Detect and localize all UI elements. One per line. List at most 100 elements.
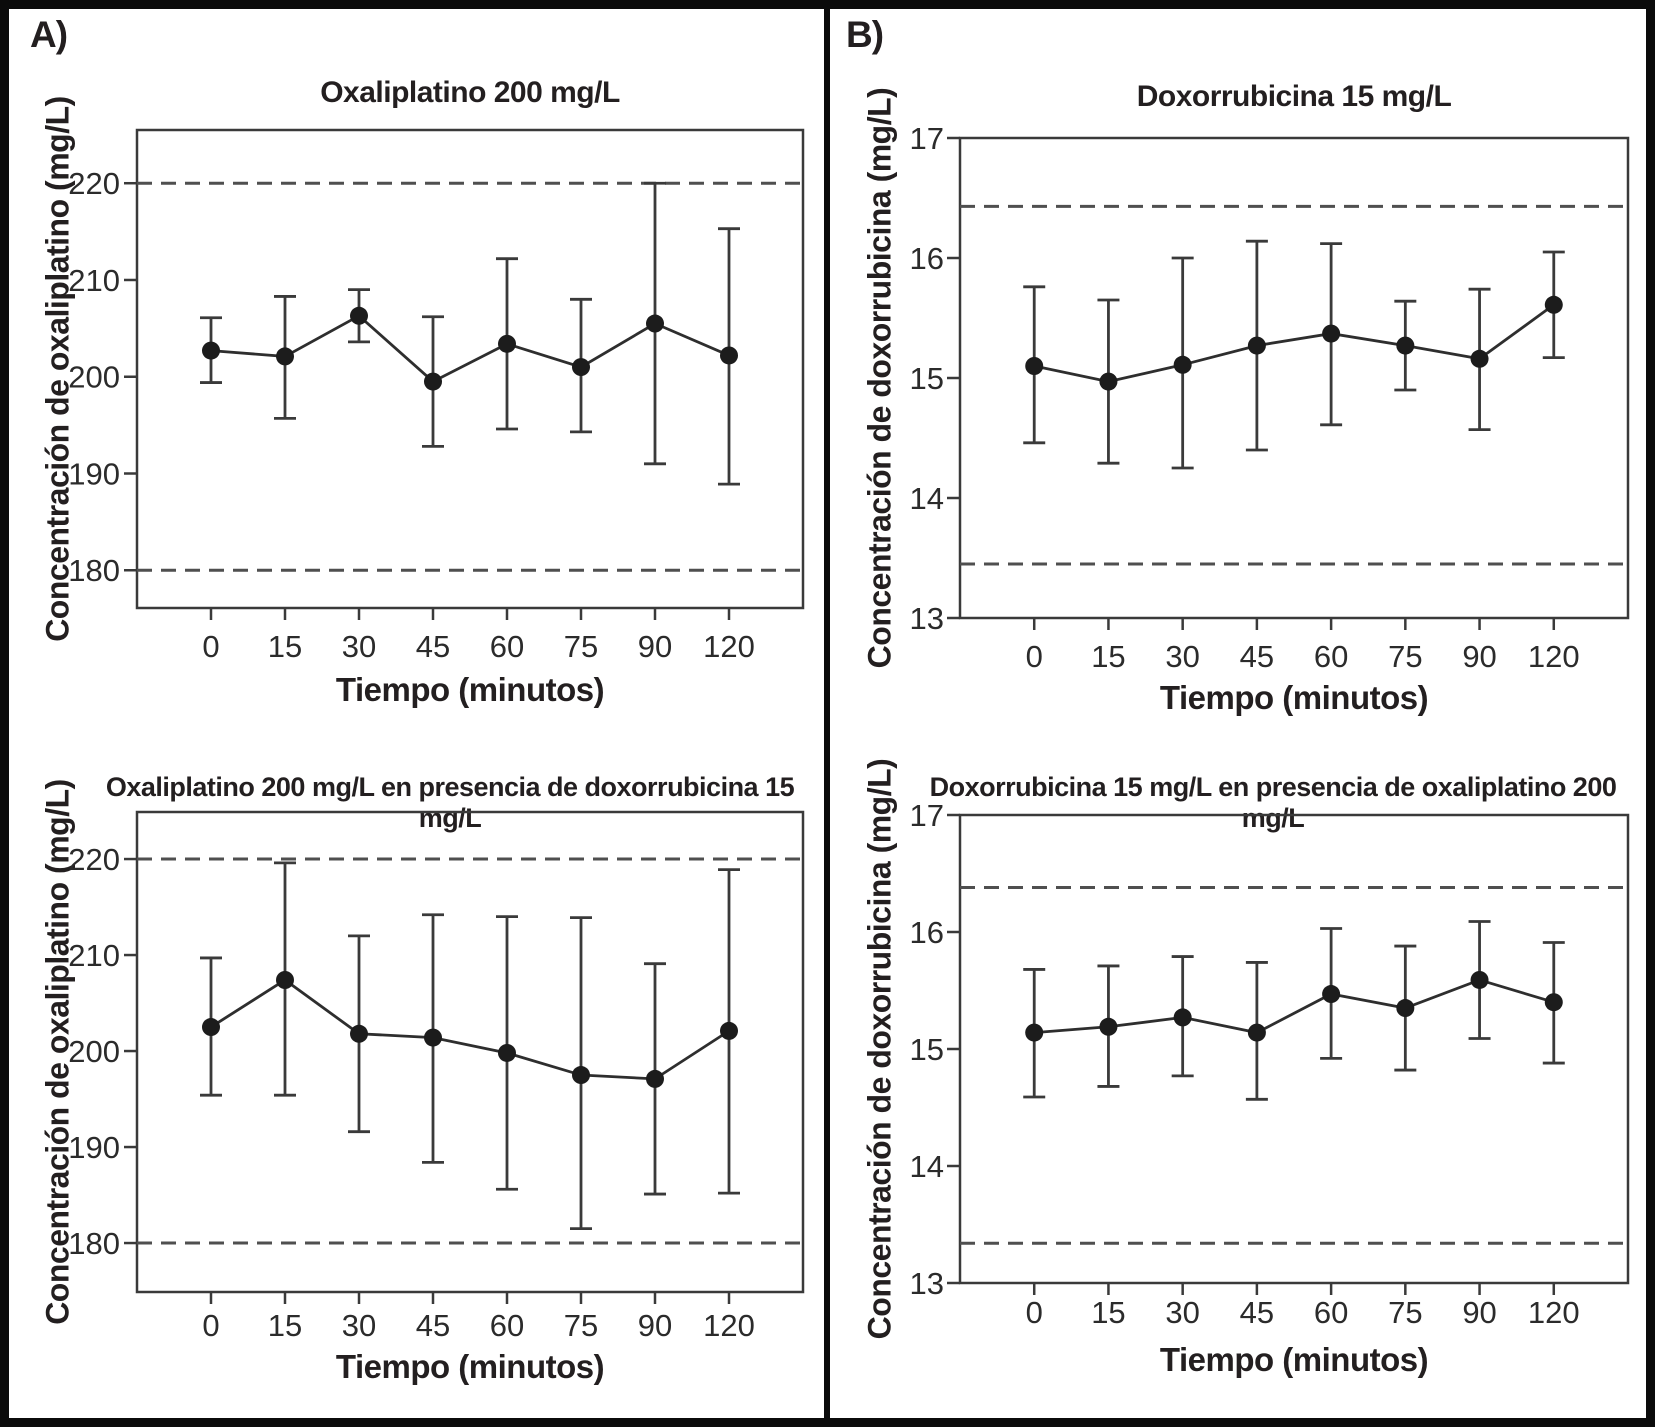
x-tick-label: 60 xyxy=(1314,1295,1348,1330)
x-tick-label: 60 xyxy=(1314,639,1348,674)
x-tick-label: 45 xyxy=(416,629,450,664)
x-tick-label: 75 xyxy=(1388,1295,1422,1330)
y-tick-label: 16 xyxy=(910,915,944,950)
data-point-marker xyxy=(720,346,738,365)
chart-title: Doxorrubicina 15 mg/L en presencia de ox… xyxy=(929,772,1617,833)
x-tick-label: 15 xyxy=(268,629,302,664)
x-tick-label: 0 xyxy=(1026,1295,1043,1330)
data-point-marker xyxy=(276,971,294,989)
x-tick-label: 90 xyxy=(638,629,672,664)
series-line xyxy=(1034,978,1555,1035)
data-point-marker xyxy=(498,1043,516,1062)
chart-title: Oxaliplatino 200 mg/L xyxy=(320,76,620,109)
x-tick-label: 30 xyxy=(1165,1295,1199,1330)
x-tick-label: 90 xyxy=(1462,639,1496,674)
plot-box xyxy=(958,136,1630,620)
x-axis-label: Tiempo (minutos) xyxy=(335,1348,605,1385)
data-point-marker xyxy=(1173,1008,1192,1027)
y-tick-label: 220 xyxy=(68,166,120,201)
y-tick-label: 17 xyxy=(910,121,944,156)
y-tick-label: 180 xyxy=(68,553,120,588)
y-tick-label: 15 xyxy=(910,1032,944,1067)
x-tick-label: 120 xyxy=(703,1308,755,1343)
x-tick-label: 30 xyxy=(342,629,376,664)
data-point-marker xyxy=(424,1028,442,1047)
x-tick-label: 0 xyxy=(202,629,219,664)
panel-label-a: A) xyxy=(30,14,68,55)
data-point-marker xyxy=(646,314,664,333)
y-tick-label: 190 xyxy=(68,456,120,491)
x-tick-label: 15 xyxy=(1091,1295,1125,1330)
x-tick-label: 120 xyxy=(703,629,755,664)
y-tick-label: 13 xyxy=(910,601,944,636)
y-tick-label: 210 xyxy=(68,938,120,973)
data-point-marker xyxy=(1322,985,1341,1004)
data-point-marker xyxy=(1099,372,1118,391)
y-tick-label: 16 xyxy=(910,241,944,276)
data-point-marker xyxy=(1470,349,1489,368)
data-point-marker xyxy=(646,1069,664,1088)
y-tick-label: 200 xyxy=(68,1034,120,1069)
data-point-marker xyxy=(1247,1023,1266,1042)
series-line xyxy=(210,314,730,384)
x-tick-label: 75 xyxy=(1388,639,1422,674)
x-axis-label: Tiempo (minutos) xyxy=(1159,1341,1429,1378)
y-tick-label: 200 xyxy=(68,360,120,395)
x-tick-label: 45 xyxy=(1240,1295,1274,1330)
data-point-marker xyxy=(720,1021,738,1040)
data-point-marker xyxy=(1544,993,1563,1012)
plot-box xyxy=(135,810,805,1294)
x-axis-label: Tiempo (minutos) xyxy=(335,671,605,708)
data-point-marker xyxy=(1470,970,1489,989)
x-tick-label: 0 xyxy=(1026,639,1043,674)
x-tick-label: 0 xyxy=(202,1308,219,1343)
data-point-marker xyxy=(1396,336,1415,355)
y-tick-label: 17 xyxy=(910,798,944,833)
series-line xyxy=(210,978,730,1081)
data-point-marker xyxy=(1322,324,1341,343)
data-point-marker xyxy=(1544,295,1563,314)
data-point-marker xyxy=(1247,336,1266,355)
y-tick-label: 13 xyxy=(910,1266,944,1301)
x-tick-label: 75 xyxy=(564,629,598,664)
x-tick-label: 45 xyxy=(416,1308,450,1343)
data-point-marker xyxy=(1025,357,1044,375)
x-tick-label: 15 xyxy=(1091,639,1125,674)
chart-title: Doxorrubicina 15 mg/L xyxy=(1136,80,1452,113)
x-axis-label: Tiempo (minutos) xyxy=(1159,679,1429,716)
x-tick-label: 15 xyxy=(268,1308,302,1343)
x-tick-label: 45 xyxy=(1240,639,1274,674)
y-tick-label: 15 xyxy=(910,361,944,396)
series-line xyxy=(1033,303,1555,384)
chart-title: Oxaliplatino 200 mg/L en presencia de do… xyxy=(105,772,795,833)
x-tick-label: 60 xyxy=(490,629,524,664)
x-tick-label: 120 xyxy=(1528,639,1580,674)
data-point-marker xyxy=(1396,999,1415,1018)
data-point-marker xyxy=(350,1024,368,1043)
data-point-marker xyxy=(1173,355,1192,374)
data-point-marker xyxy=(1025,1023,1044,1042)
data-point-marker xyxy=(572,358,590,377)
plot-box xyxy=(135,128,805,610)
plot-box xyxy=(958,813,1630,1285)
y-tick-label: 220 xyxy=(68,842,120,877)
x-tick-label: 75 xyxy=(564,1308,598,1343)
data-point-marker xyxy=(1099,1017,1118,1036)
panel-label-b: B) xyxy=(846,14,884,55)
data-point-marker xyxy=(202,341,220,360)
y-tick-label: 14 xyxy=(910,1149,944,1184)
data-point-marker xyxy=(498,334,516,353)
data-point-marker xyxy=(276,347,294,366)
y-tick-label: 14 xyxy=(910,481,944,516)
x-tick-label: 60 xyxy=(490,1308,524,1343)
data-point-marker xyxy=(350,306,368,325)
y-tick-label: 190 xyxy=(68,1130,120,1165)
x-tick-label: 90 xyxy=(638,1308,672,1343)
x-tick-label: 30 xyxy=(342,1308,376,1343)
data-point-marker xyxy=(572,1066,590,1085)
y-tick-label: 210 xyxy=(68,263,120,298)
x-tick-label: 120 xyxy=(1528,1295,1580,1330)
panel-divider xyxy=(824,0,830,1427)
